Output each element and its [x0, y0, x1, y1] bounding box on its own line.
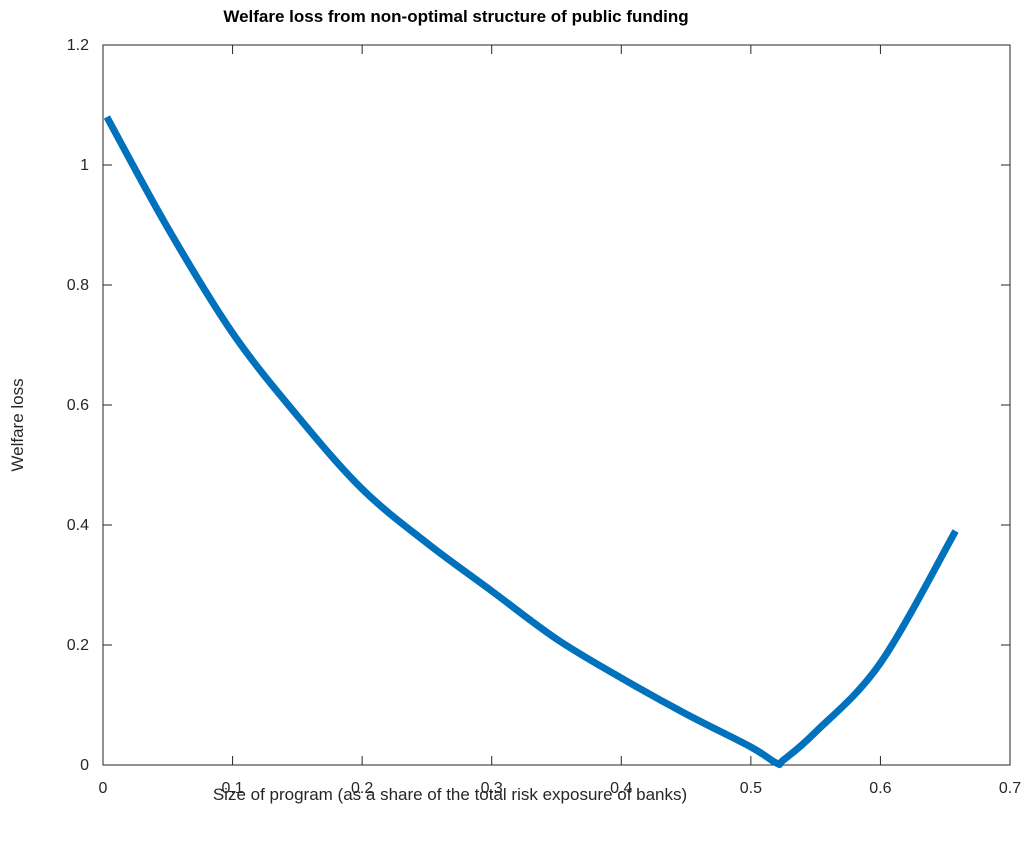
x-tick-label: 0.5 [740, 780, 762, 797]
welfare-loss-line [103, 115, 959, 769]
y-tick-label: 1.2 [67, 37, 89, 54]
x-tick-label: 0.1 [221, 780, 243, 797]
x-tick-label: 0.3 [481, 780, 503, 797]
x-tick-label: 0.7 [999, 780, 1021, 797]
x-tick-label: 0.2 [351, 780, 373, 797]
series-layer [103, 115, 959, 769]
chart-title: Welfare loss from non-optimal structure … [223, 7, 688, 26]
y-tick-label: 0.2 [67, 637, 89, 654]
y-axis-label: Welfare loss [8, 378, 27, 471]
plot-box [102, 44, 1011, 766]
x-tick-label: 0.6 [869, 780, 891, 797]
y-tick-label: 0.4 [67, 517, 89, 534]
x-axis-label: Size of program (as a share of the total… [213, 785, 687, 804]
x-tick-label: 0.4 [610, 780, 632, 797]
y-tick-label: 0.8 [67, 277, 89, 294]
y-tick-label: 0.6 [67, 397, 89, 414]
plot-frame [102, 44, 1011, 766]
y-tick-label: 0 [80, 757, 89, 774]
x-tick-label: 0 [99, 780, 108, 797]
x-axis-ticks: 0 0.1 0.2 0.3 0.4 0.5 0.6 0.7 [99, 45, 1021, 797]
y-tick-label: 1 [80, 157, 89, 174]
y-axis-ticks: 0 0.2 0.4 0.6 0.8 1 1.2 [67, 37, 1010, 774]
